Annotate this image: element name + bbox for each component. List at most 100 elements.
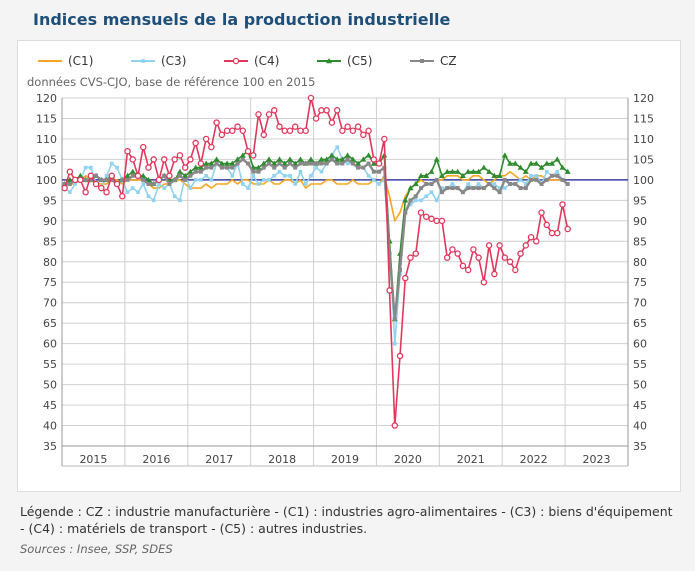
data-point: [256, 182, 261, 186]
data-point: [475, 168, 482, 174]
data-point: [246, 161, 251, 166]
data-point: [533, 160, 540, 166]
data-point: [204, 173, 208, 178]
data-point: [449, 246, 456, 253]
data-point: [382, 165, 387, 170]
data-point: [319, 169, 324, 174]
data-point: [396, 352, 404, 360]
data-point: [491, 172, 498, 178]
data-point: [124, 147, 131, 155]
data-point: [480, 278, 488, 286]
data-point: [491, 270, 498, 278]
data-point: [82, 188, 89, 196]
data-point: [240, 157, 245, 162]
data-point: [176, 152, 184, 159]
legend-marker: [141, 59, 145, 63]
data-point: [550, 173, 555, 178]
data-point: [202, 135, 210, 143]
data-point: [386, 287, 393, 294]
data-point: [139, 143, 147, 151]
data-point: [260, 160, 267, 166]
data-point: [323, 156, 330, 162]
data-point: [445, 186, 450, 191]
data-point: [314, 161, 319, 166]
series-layer: [61, 94, 628, 429]
data-point: [129, 156, 136, 163]
data-point: [329, 157, 334, 162]
data-point: [218, 131, 226, 139]
data-point: [261, 165, 266, 170]
data-point: [246, 186, 250, 190]
x-tick-label: 2022: [520, 453, 548, 466]
data-point: [403, 210, 408, 215]
data-point: [213, 156, 220, 162]
y-tick-label-right: 65: [633, 317, 647, 330]
data-point: [371, 169, 376, 174]
y-tick-label-left: 120: [36, 92, 57, 105]
y-tick-label-left: 95: [43, 194, 57, 207]
data-point: [539, 181, 544, 186]
data-point: [408, 202, 413, 207]
data-point: [213, 119, 220, 126]
data-point: [434, 177, 439, 182]
data-point: [387, 251, 392, 256]
data-point: [276, 156, 283, 162]
data-point: [293, 165, 298, 170]
data-point: [109, 177, 114, 182]
data-point: [538, 209, 545, 216]
data-point: [172, 177, 177, 182]
data-point: [522, 168, 529, 174]
data-point: [459, 262, 467, 270]
data-point: [308, 161, 313, 166]
data-point: [188, 186, 193, 190]
data-point: [335, 145, 339, 149]
data-point: [372, 178, 376, 182]
data-point: [407, 185, 414, 191]
data-point: [119, 193, 126, 200]
data-point: [444, 168, 451, 174]
data-point: [349, 156, 356, 162]
data-point: [555, 169, 560, 174]
x-tick-label: 2016: [142, 453, 170, 466]
data-point: [501, 152, 508, 158]
data-point: [68, 190, 72, 194]
chart: données CVS-CJO, base de référence 100 e…: [27, 54, 654, 467]
data-point: [151, 181, 156, 186]
data-point: [345, 161, 350, 166]
data-point: [197, 160, 205, 167]
data-point: [492, 186, 497, 191]
data-point: [83, 165, 88, 170]
data-point: [234, 123, 241, 130]
data-point: [129, 168, 136, 174]
data-point: [344, 123, 351, 130]
data-point: [125, 190, 130, 194]
data-point: [178, 198, 182, 203]
legend-marker: [232, 57, 240, 65]
data-point: [87, 172, 95, 180]
legend-label: (C5): [347, 54, 372, 68]
data-point: [307, 156, 314, 162]
data-point: [193, 178, 198, 182]
data-point: [559, 164, 566, 170]
data-point: [559, 201, 566, 208]
data-point: [439, 190, 444, 195]
y-tick-label-left: 115: [36, 112, 57, 125]
data-point: [162, 173, 167, 178]
y-tick-label-right: 50: [633, 379, 647, 392]
data-point: [543, 160, 550, 166]
data-point: [450, 186, 455, 191]
data-point: [130, 173, 135, 178]
data-point: [218, 160, 225, 166]
y-tick-label-right: 90: [633, 215, 647, 228]
legend-label: (C3): [161, 54, 186, 68]
data-point: [433, 217, 440, 225]
data-point: [108, 172, 116, 180]
data-point: [512, 160, 519, 166]
data-point: [193, 169, 198, 174]
data-point: [349, 127, 357, 135]
data-point: [434, 198, 439, 203]
y-tick-label-right: 105: [633, 153, 654, 166]
data-point: [282, 173, 287, 178]
data-point: [517, 164, 524, 170]
data-point: [328, 119, 336, 126]
